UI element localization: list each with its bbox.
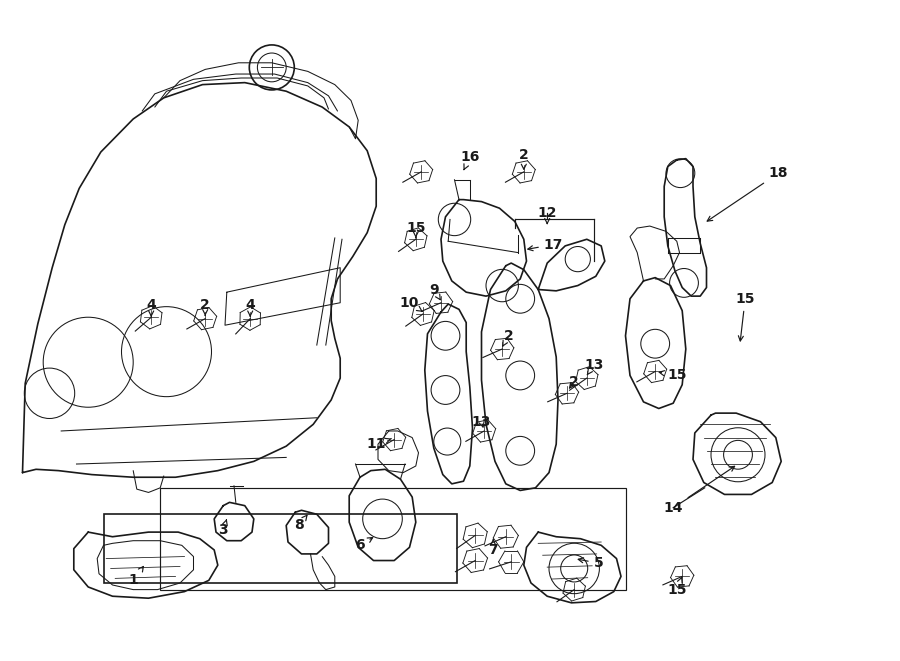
Text: 15: 15 (406, 221, 426, 238)
Text: 5: 5 (578, 556, 603, 570)
Text: 13: 13 (584, 358, 604, 375)
Text: 8: 8 (294, 516, 307, 533)
Bar (104, 514, 457, 583)
Text: 2: 2 (519, 148, 528, 169)
Text: 2: 2 (570, 375, 579, 389)
Text: 13: 13 (472, 414, 491, 429)
Text: 6: 6 (356, 537, 373, 553)
Text: 1: 1 (129, 566, 143, 588)
Text: 18: 18 (707, 166, 788, 221)
Text: 4: 4 (147, 298, 156, 316)
Text: 16: 16 (460, 150, 480, 170)
Text: 15: 15 (659, 368, 687, 383)
Text: 2: 2 (201, 298, 210, 315)
Text: 11: 11 (366, 437, 392, 451)
Text: 3: 3 (219, 520, 228, 537)
Bar (160, 488, 625, 590)
Text: 15: 15 (667, 577, 687, 597)
Text: 7: 7 (489, 540, 498, 557)
Text: 9: 9 (429, 282, 440, 300)
Text: 4: 4 (246, 298, 255, 316)
Text: 12: 12 (537, 206, 557, 223)
Text: 14: 14 (663, 466, 734, 515)
Text: 10: 10 (400, 295, 422, 311)
Text: 17: 17 (527, 237, 563, 252)
Text: 15: 15 (735, 292, 755, 341)
Text: 2: 2 (503, 329, 513, 346)
